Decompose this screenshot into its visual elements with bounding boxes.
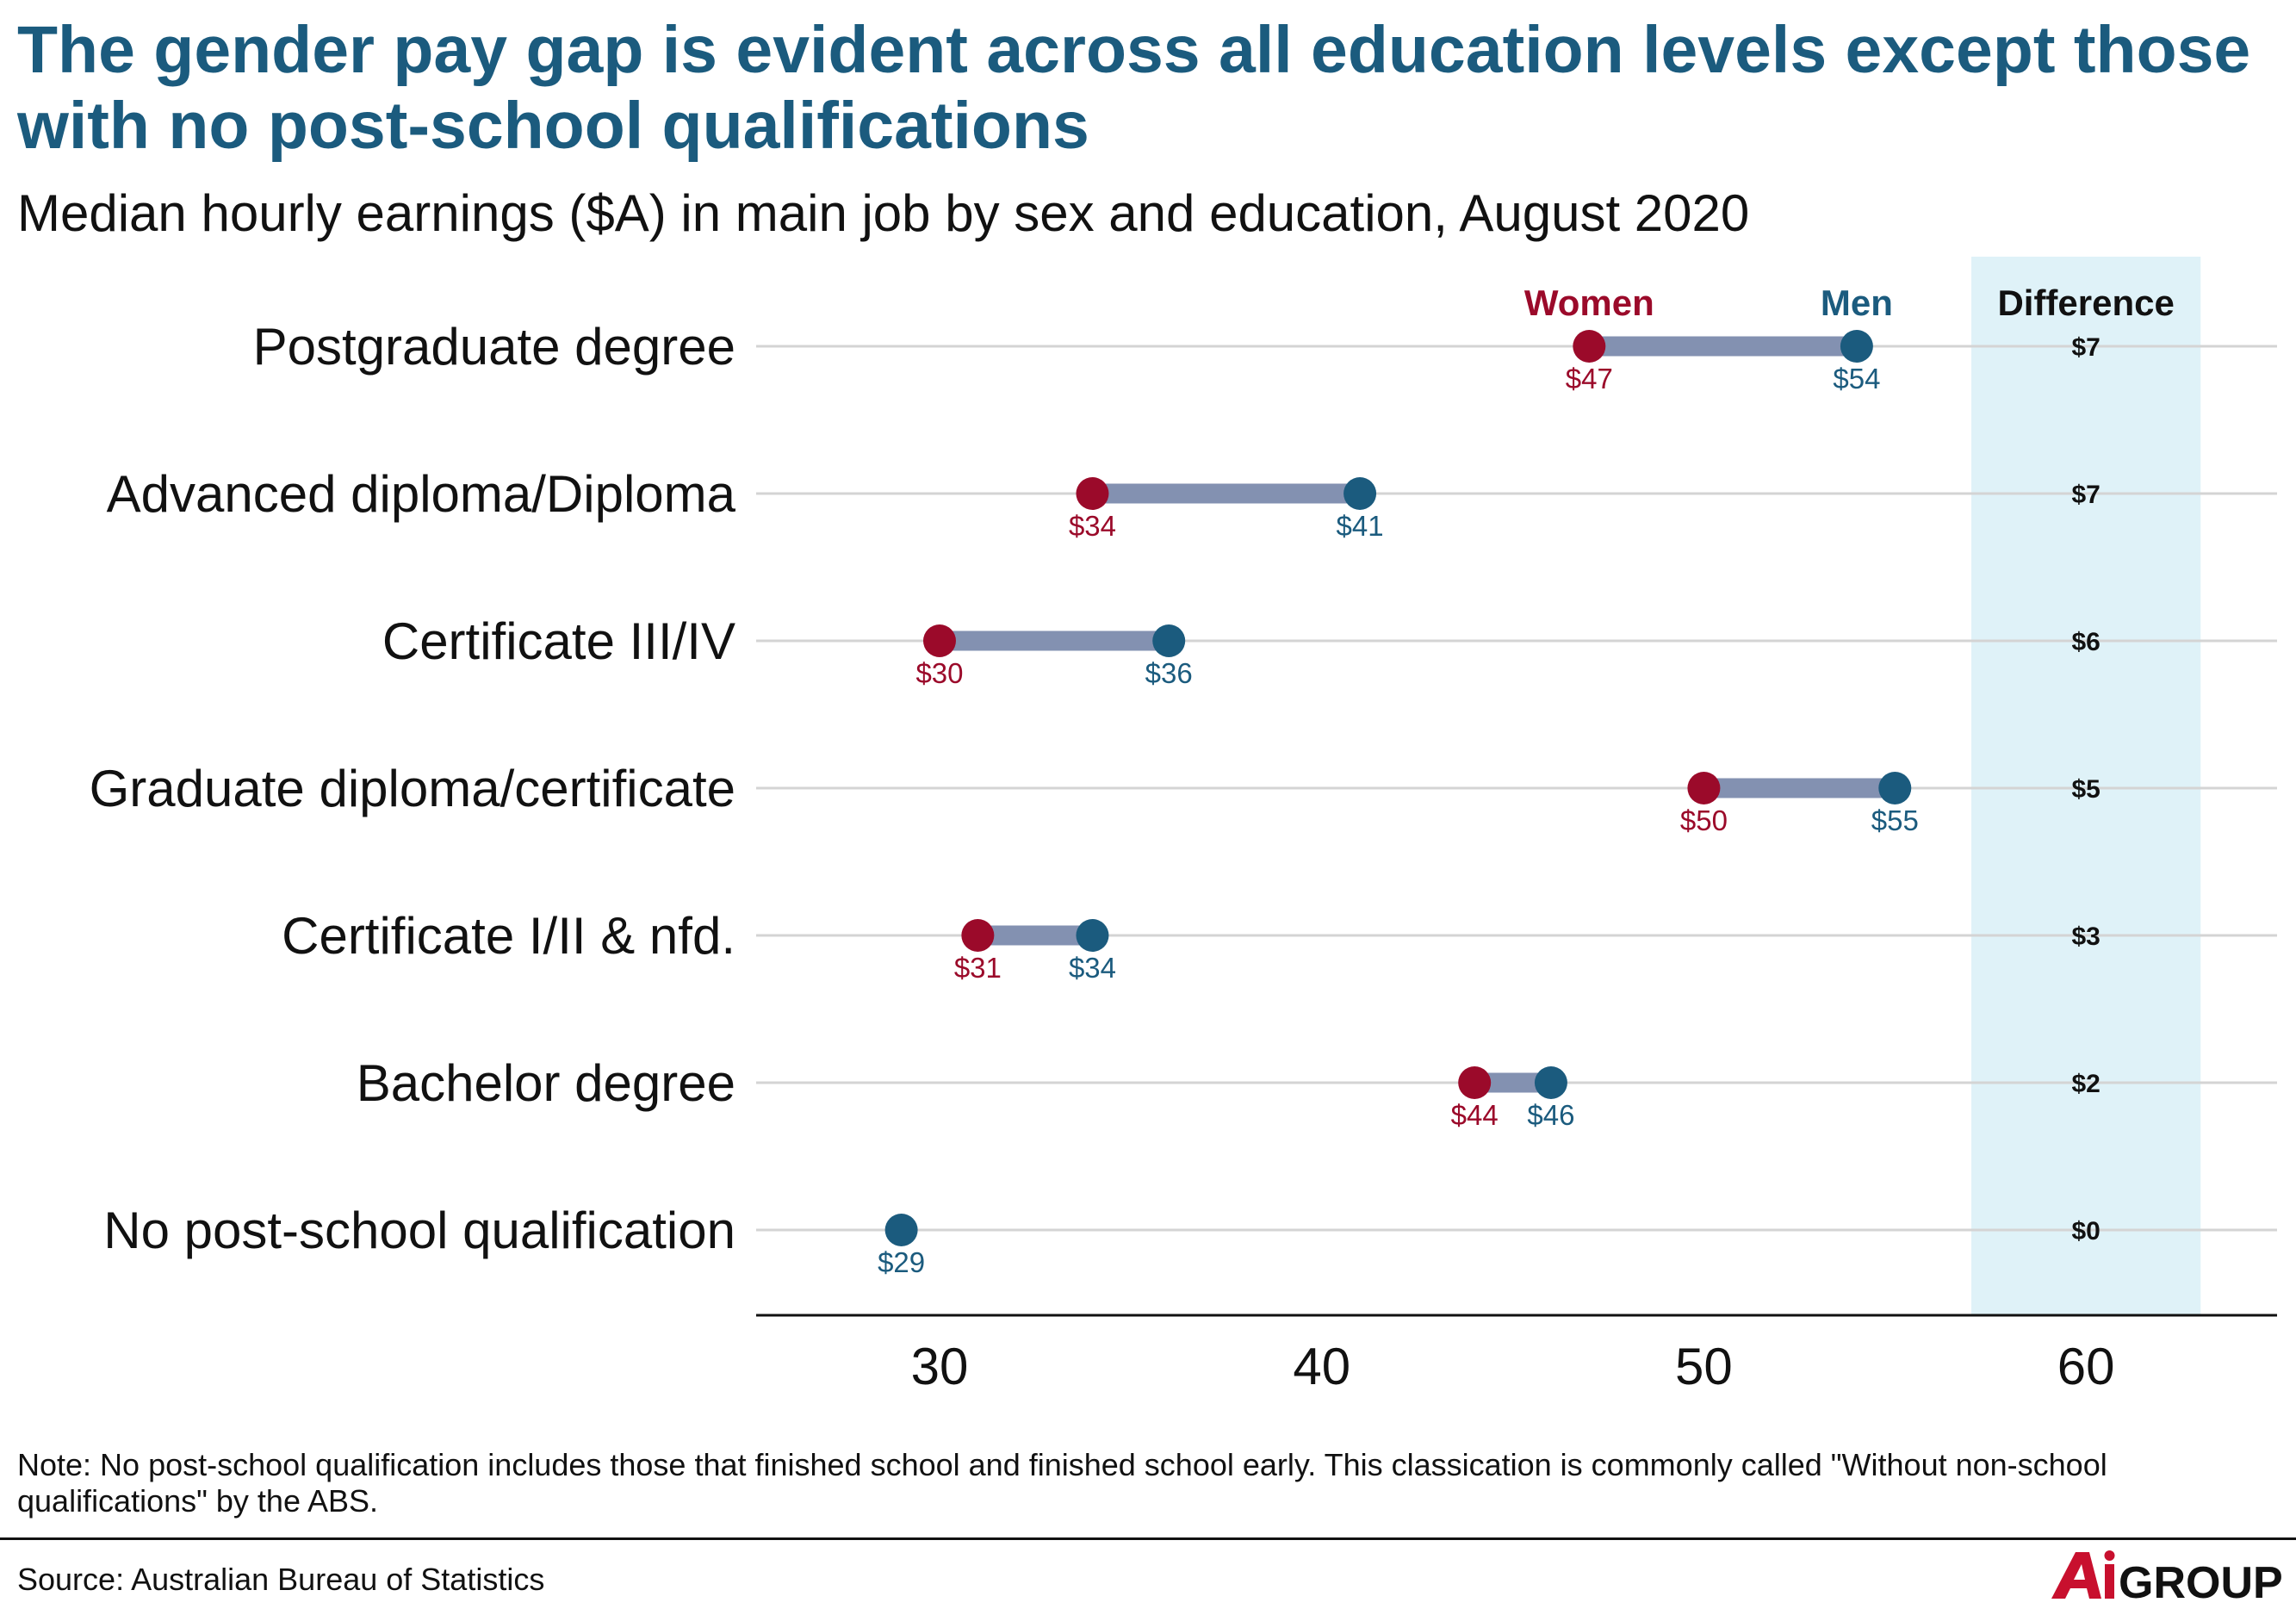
women-value-label: $44	[1451, 1099, 1499, 1131]
women-dot	[1076, 477, 1109, 510]
men-dot	[1840, 330, 1873, 363]
men-dot	[1076, 919, 1109, 952]
men-dot	[1534, 1066, 1567, 1099]
difference-value: $7	[2071, 481, 2100, 509]
men-value-label: $55	[1871, 804, 1919, 836]
men-dot	[1152, 624, 1186, 657]
men-dot	[884, 1214, 918, 1246]
footer-divider	[0, 1537, 2296, 1540]
women-value-label: $34	[1069, 510, 1116, 542]
legend-men: Men	[1821, 283, 1893, 323]
women-value-label: $31	[954, 952, 1002, 984]
difference-value: $2	[2071, 1070, 2100, 1098]
category-label: Postgraduate degree	[253, 318, 735, 376]
aigroup-logo: GROUP	[2051, 1550, 2283, 1606]
men-value-label: $46	[1527, 1099, 1574, 1131]
men-value-label: $41	[1337, 510, 1384, 542]
chart-subtitle: Median hourly earnings ($A) in main job …	[17, 184, 1750, 242]
women-dot	[922, 624, 956, 657]
difference-header: Difference	[1997, 283, 2174, 323]
x-tick-label: 40	[1293, 1338, 1350, 1395]
difference-value: $3	[2071, 922, 2100, 951]
footnote: Note: No post-school qualification inclu…	[17, 1447, 2107, 1519]
men-value-label: $54	[1833, 363, 1880, 394]
dumbbell-chart: 30 40 50 60 Postgraduate degree Advanced dipl…	[90, 257, 2277, 1395]
women-dot	[1573, 330, 1606, 363]
x-tick-label: 50	[1675, 1338, 1733, 1395]
men-value-label: $29	[878, 1246, 925, 1278]
legend-women: Women	[1524, 283, 1654, 323]
difference-value: $6	[2071, 628, 2100, 656]
difference-value: $7	[2071, 333, 2100, 362]
difference-panel	[1971, 257, 2201, 1315]
men-dot	[1343, 477, 1377, 510]
women-dot	[961, 919, 995, 952]
category-label: Certificate III/IV	[382, 612, 735, 670]
source-text: Source: Australian Bureau of Statistics	[17, 1562, 545, 1597]
men-dot	[1878, 772, 1912, 804]
chart-title: The gender pay gap is evident across all…	[17, 13, 2251, 163]
difference-value: $0	[2071, 1217, 2100, 1245]
category-label: No post-school qualification	[103, 1202, 735, 1259]
women-dot	[1687, 772, 1721, 804]
category-label: Advanced diploma/Diploma	[107, 465, 736, 523]
difference-value: $5	[2071, 775, 2100, 804]
women-dot	[1458, 1066, 1492, 1099]
category-label: Graduate diploma/certificate	[90, 760, 735, 817]
category-label: Certificate I/II & nfd.	[282, 907, 735, 965]
women-value-label: $50	[1680, 804, 1728, 836]
svg-text:GROUP: GROUP	[2119, 1558, 2283, 1606]
x-tick-label: 30	[911, 1338, 969, 1395]
x-tick-label: 60	[2057, 1338, 2115, 1395]
men-value-label: $36	[1145, 657, 1193, 689]
women-value-label: $47	[1566, 363, 1613, 394]
category-label: Bachelor degree	[357, 1054, 735, 1112]
men-value-label: $34	[1069, 952, 1116, 984]
women-value-label: $30	[915, 657, 963, 689]
